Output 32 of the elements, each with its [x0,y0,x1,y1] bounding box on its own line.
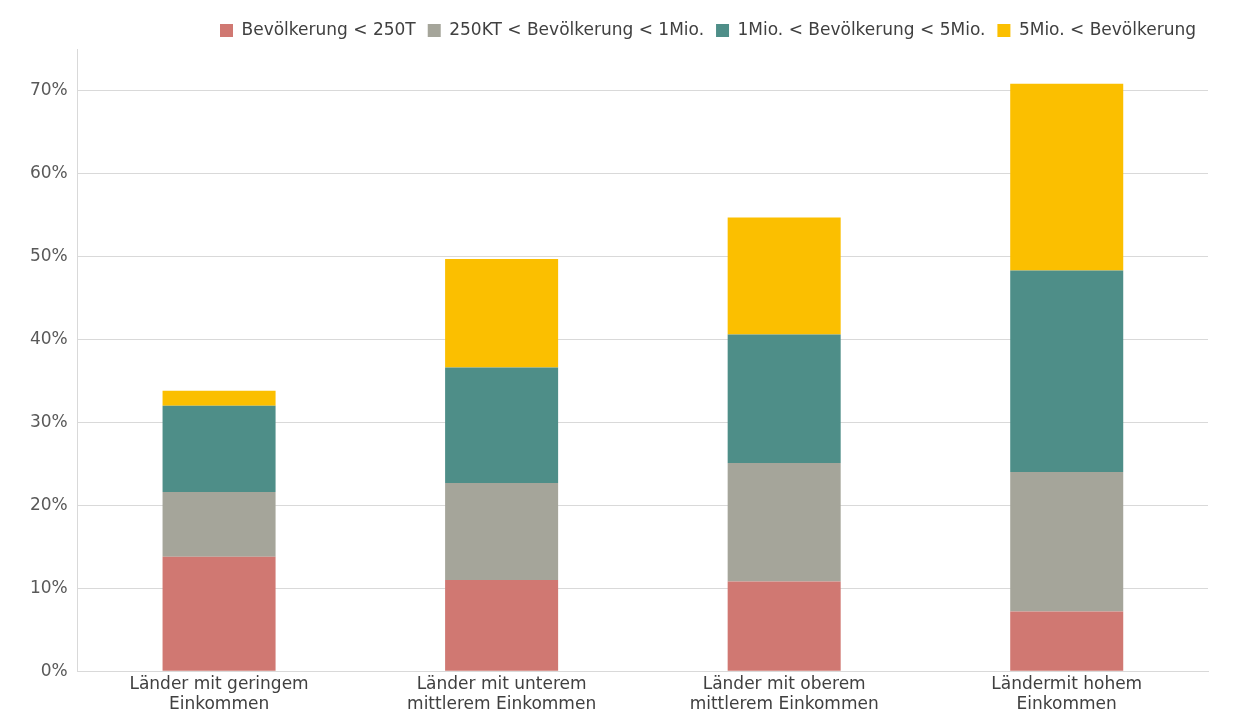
bar [1010,270,1124,473]
legend-label: 250KT < Bevölkerung < 1Mio. [449,18,705,39]
y-tick-label: 70% [29,78,68,99]
bar [1010,472,1124,612]
legend-label: Bevölkerung < 250T [241,18,417,39]
y-tick-label: 50% [29,244,68,265]
legend-label: 1Mio. < Bevölkerung < 5Mio. [737,18,986,39]
bar [727,581,841,671]
bar [445,367,559,483]
bar [1010,83,1124,271]
bar [162,492,276,557]
x-tick-label: Ländermit hohem Einkommen [991,672,1143,714]
y-tick-label: 40% [29,327,68,348]
x-tick-label: Länder mit unterem mittlerem Einkommen [407,672,597,714]
y-tick-label: 0% [40,659,68,680]
x-tick-label: Länder mit geringem Einkommen [129,672,309,714]
x-tick-label: Länder mit oberem mittlerem Einkommen [689,672,879,714]
y-tick-label: 10% [29,576,68,597]
bar [1010,611,1124,671]
bar [727,217,841,335]
legend-label: 5Mio. < Bevölkerung [1018,18,1197,39]
y-tick-label: 20% [29,493,68,514]
bar [727,334,841,463]
y-tick-label: 60% [29,161,68,182]
bar [727,462,841,582]
bar [445,258,559,368]
bar [445,482,559,580]
bar [162,405,276,493]
bar [162,390,276,406]
y-tick-label: 30% [29,410,68,431]
bar [445,579,559,671]
bar [162,556,276,671]
